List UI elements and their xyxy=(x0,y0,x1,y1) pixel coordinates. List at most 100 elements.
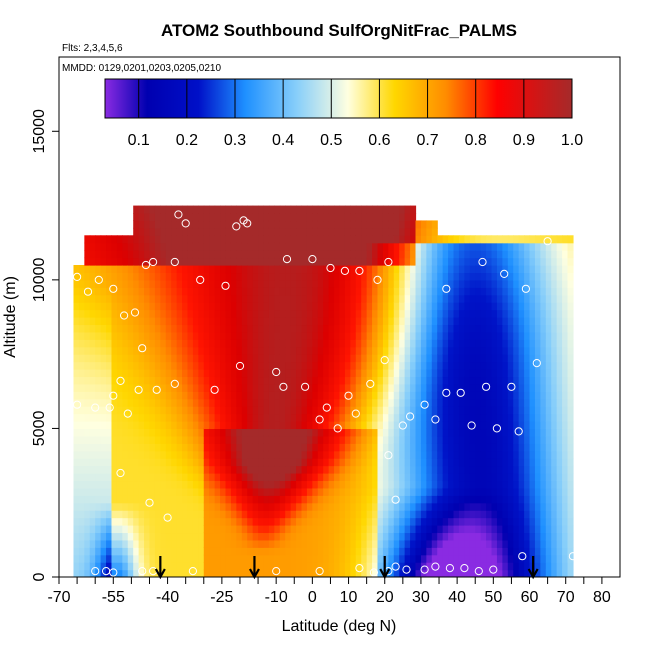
field-cell xyxy=(138,443,145,452)
field-cell xyxy=(344,309,351,318)
sample-point xyxy=(145,498,154,507)
field-cell xyxy=(469,473,476,482)
field-cell xyxy=(106,406,113,415)
field-cell xyxy=(431,391,438,400)
field-cell xyxy=(247,250,254,259)
field-cell xyxy=(540,569,547,577)
field-cell xyxy=(306,317,313,326)
field-cell xyxy=(192,398,199,407)
field-cell xyxy=(236,435,243,444)
field-cell xyxy=(241,443,248,452)
field-cell xyxy=(138,532,145,541)
field-cell xyxy=(524,302,531,311)
field-cell xyxy=(372,250,379,259)
field-cell xyxy=(220,242,227,251)
field-cell xyxy=(393,569,400,577)
field-cell xyxy=(220,406,227,415)
field-cell xyxy=(480,361,487,370)
field-cell xyxy=(382,502,389,511)
field-cell xyxy=(545,450,552,459)
field-cell xyxy=(258,331,265,340)
field-cell xyxy=(502,406,509,415)
field-cell xyxy=(133,495,140,504)
field-cell xyxy=(236,287,243,296)
field-cell xyxy=(301,309,308,318)
field-cell xyxy=(89,473,96,482)
field-cell xyxy=(144,532,151,541)
field-cell xyxy=(209,279,216,288)
field-cell xyxy=(252,562,259,571)
field-cell xyxy=(144,569,151,577)
field-cell xyxy=(382,331,389,340)
field-cell xyxy=(480,257,487,266)
field-cell xyxy=(344,413,351,422)
field-cell xyxy=(95,235,102,244)
field-cell xyxy=(339,383,346,392)
field-cell xyxy=(458,495,465,504)
field-cell xyxy=(133,250,140,259)
field-cell xyxy=(127,354,134,363)
field-cell xyxy=(285,213,292,222)
field-cell xyxy=(361,562,368,571)
field-cell xyxy=(236,235,243,244)
field-cell xyxy=(106,250,113,259)
field-cell xyxy=(502,465,509,474)
field-cell xyxy=(420,547,427,556)
field-cell xyxy=(214,257,221,266)
field-cell xyxy=(464,406,471,415)
sample-point xyxy=(532,359,541,368)
field-cell xyxy=(388,265,395,274)
field-cell xyxy=(95,554,102,563)
field-cell xyxy=(279,339,286,348)
field-cell xyxy=(138,547,145,556)
field-cell xyxy=(296,287,303,296)
field-cell xyxy=(296,331,303,340)
field-cell xyxy=(95,354,102,363)
field-cell xyxy=(160,235,167,244)
field-cell xyxy=(545,346,552,355)
field-cell xyxy=(133,413,140,422)
field-cell xyxy=(144,279,151,288)
field-cell xyxy=(149,257,156,266)
field-cell xyxy=(144,398,151,407)
field-cell xyxy=(263,525,270,534)
field-cell xyxy=(410,361,417,370)
field-cell xyxy=(192,294,199,303)
field-cell xyxy=(203,376,210,385)
field-cell xyxy=(116,339,123,348)
field-cell xyxy=(247,428,254,437)
field-cell xyxy=(551,413,558,422)
field-cell xyxy=(366,324,373,333)
field-cell xyxy=(534,517,541,526)
field-cell xyxy=(458,562,465,571)
sample-point xyxy=(149,257,158,267)
field-cell xyxy=(258,554,265,563)
field-cell xyxy=(562,495,569,504)
field-cell xyxy=(78,354,85,363)
field-cell xyxy=(133,361,140,370)
field-cell xyxy=(502,421,509,430)
field-cell xyxy=(252,554,259,563)
field-cell xyxy=(236,302,243,311)
field-cell xyxy=(106,287,113,296)
field-cell xyxy=(410,287,417,296)
sample-point xyxy=(232,222,241,231)
field-cell xyxy=(268,458,275,467)
field-cell xyxy=(312,265,319,274)
field-cell xyxy=(306,339,313,348)
field-cell xyxy=(89,369,96,378)
field-cell xyxy=(84,547,91,556)
field-cell xyxy=(393,525,400,534)
field-cell xyxy=(285,547,292,556)
field-cell xyxy=(95,317,102,326)
field-cell xyxy=(513,465,520,474)
field-cell xyxy=(154,346,161,355)
field-cell xyxy=(176,287,183,296)
field-cell xyxy=(486,272,493,281)
field-cell xyxy=(372,294,379,303)
field-cell xyxy=(230,346,237,355)
field-cell xyxy=(393,361,400,370)
field-cell xyxy=(361,369,368,378)
field-cell xyxy=(154,487,161,496)
field-cell xyxy=(426,235,433,244)
